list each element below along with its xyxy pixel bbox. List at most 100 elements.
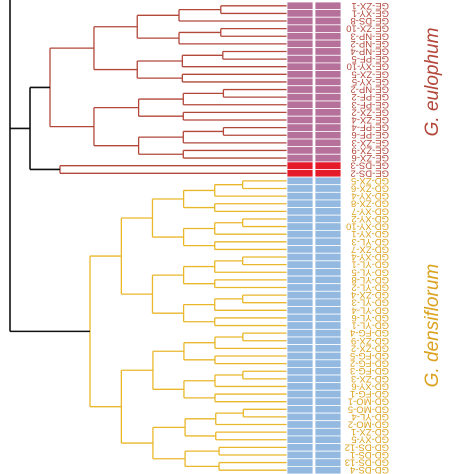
strip-cell: [314, 313, 342, 323]
strip-cell: [286, 245, 314, 254]
tip-label: GD-XY-5: [351, 434, 389, 445]
strip-cell: [286, 153, 314, 163]
tip-label: GE-ZX-3: [352, 137, 389, 148]
strip-cell: [314, 229, 342, 239]
tip-label: GD-YL-5: [352, 266, 389, 277]
strip-cell: [314, 405, 342, 414]
strip-cell: [286, 207, 314, 216]
strip-cell: [286, 268, 314, 277]
strip-cell: [286, 374, 314, 384]
tip-label: GE-DS-2: [350, 167, 389, 178]
strip-cell: [286, 367, 314, 376]
tip-label: GE-NP-3: [350, 30, 389, 41]
strip-cell: [286, 85, 314, 94]
strip-cell: [286, 405, 314, 414]
strip-cell: [314, 32, 342, 41]
strip-cell: [286, 146, 314, 155]
strip-cell: [314, 306, 342, 315]
tip-label: GD-XY-6: [351, 380, 389, 391]
tip-labels: GE-ZX-1GE-XY-1GE-DS-8GE-ZX-10GE-NP-3GE-N…: [345, 0, 389, 474]
strip-cell: [286, 389, 314, 399]
tip-label: GD-YL-8: [352, 274, 389, 285]
tip-label: GE-PF-2: [352, 91, 389, 102]
tip-label: GD-XY-10: [346, 221, 389, 232]
tip-label: GE-ZX-5: [352, 68, 389, 79]
strip-cell: [314, 374, 342, 384]
strip-cell: [286, 138, 314, 148]
tree-branches: [9, 0, 287, 471]
tip-label: GD-YL-1: [352, 320, 389, 331]
strip-cell: [314, 184, 342, 193]
strip-cell: [314, 199, 342, 208]
tip-label: GD-ZX-5: [351, 175, 389, 186]
tip-label: GD-DS-12: [345, 441, 389, 452]
tip-label: GD-XY-2: [351, 213, 389, 224]
strip-cell: [286, 47, 314, 56]
tip-label: GE-NP-4: [350, 45, 389, 56]
strip-cell: [286, 412, 314, 422]
strip-cell: [286, 16, 314, 26]
tip-label: GE-XY-10: [347, 61, 389, 72]
strip-cell: [314, 108, 342, 117]
tip-label: GE-PF-6: [352, 129, 389, 140]
strip-cell: [314, 328, 342, 338]
strip-cell: [314, 131, 342, 140]
strip-cell: [286, 229, 314, 239]
strip-cell: [314, 237, 342, 247]
strip-cell: [314, 161, 342, 170]
strip-cell: [286, 465, 314, 474]
tip-label: GD-MO-1: [348, 396, 389, 407]
strip-cell: [314, 412, 342, 422]
tip-label: GE-ZX-1: [352, 0, 389, 11]
tip-label: GD-YL-3: [352, 297, 389, 308]
tip-label: GD-YL-3: [352, 236, 389, 247]
strip-cell: [286, 359, 314, 368]
strip-cell: [286, 184, 314, 193]
strip-cell: [314, 70, 342, 79]
strip-cell: [286, 420, 314, 429]
tip-label: GD-ZX-6: [351, 183, 389, 194]
tip-label: GD-ZX-4: [351, 289, 389, 300]
strip-cell: [314, 176, 342, 186]
strip-cell: [286, 92, 314, 102]
strip-cell: [286, 306, 314, 315]
strip-cell: [286, 382, 314, 391]
strip-cell: [286, 328, 314, 338]
tip-label: GD-ZX-1: [351, 426, 389, 437]
strip-cell: [286, 9, 314, 18]
strip-cell: [314, 336, 342, 345]
tip-label: GE-DS-3: [350, 160, 389, 171]
strip-cell: [286, 161, 314, 170]
tip-label: GD-FG-1: [350, 388, 389, 399]
tip-label: GD-MO-2: [348, 419, 389, 430]
strip-cell: [314, 222, 342, 231]
strip-cell: [314, 54, 342, 64]
strip-cell: [314, 214, 342, 224]
tip-label: GE-NP-2: [350, 38, 389, 49]
strip-cell: [286, 77, 314, 87]
group-label-eulophum: G. eulophum: [422, 28, 443, 137]
strip-cell: [314, 16, 342, 26]
strip-cell: [314, 465, 342, 474]
strip-cell: [286, 252, 314, 262]
tip-label: GD-YL-4: [352, 411, 389, 422]
strip-cell: [314, 344, 342, 353]
strip-cell: [286, 169, 314, 178]
strip-cell: [314, 85, 342, 94]
strip-cell: [314, 268, 342, 277]
tip-label: GD-YL-2: [352, 281, 389, 292]
strip-cell: [286, 123, 314, 132]
strip-cell: [286, 458, 314, 467]
strip-cell: [314, 100, 342, 109]
tip-label: GD-YL-1: [352, 259, 389, 270]
strip-cell: [314, 1, 342, 11]
population-color-strip: [286, 1, 342, 474]
strip-cell: [314, 443, 342, 452]
strip-cell: [286, 131, 314, 140]
strip-cell: [286, 283, 314, 292]
strip-cell: [286, 1, 314, 11]
strip-cell: [314, 450, 342, 460]
tip-label: GE-DS-8: [350, 15, 389, 26]
strip-cell: [286, 70, 314, 79]
strip-cell: [314, 92, 342, 102]
